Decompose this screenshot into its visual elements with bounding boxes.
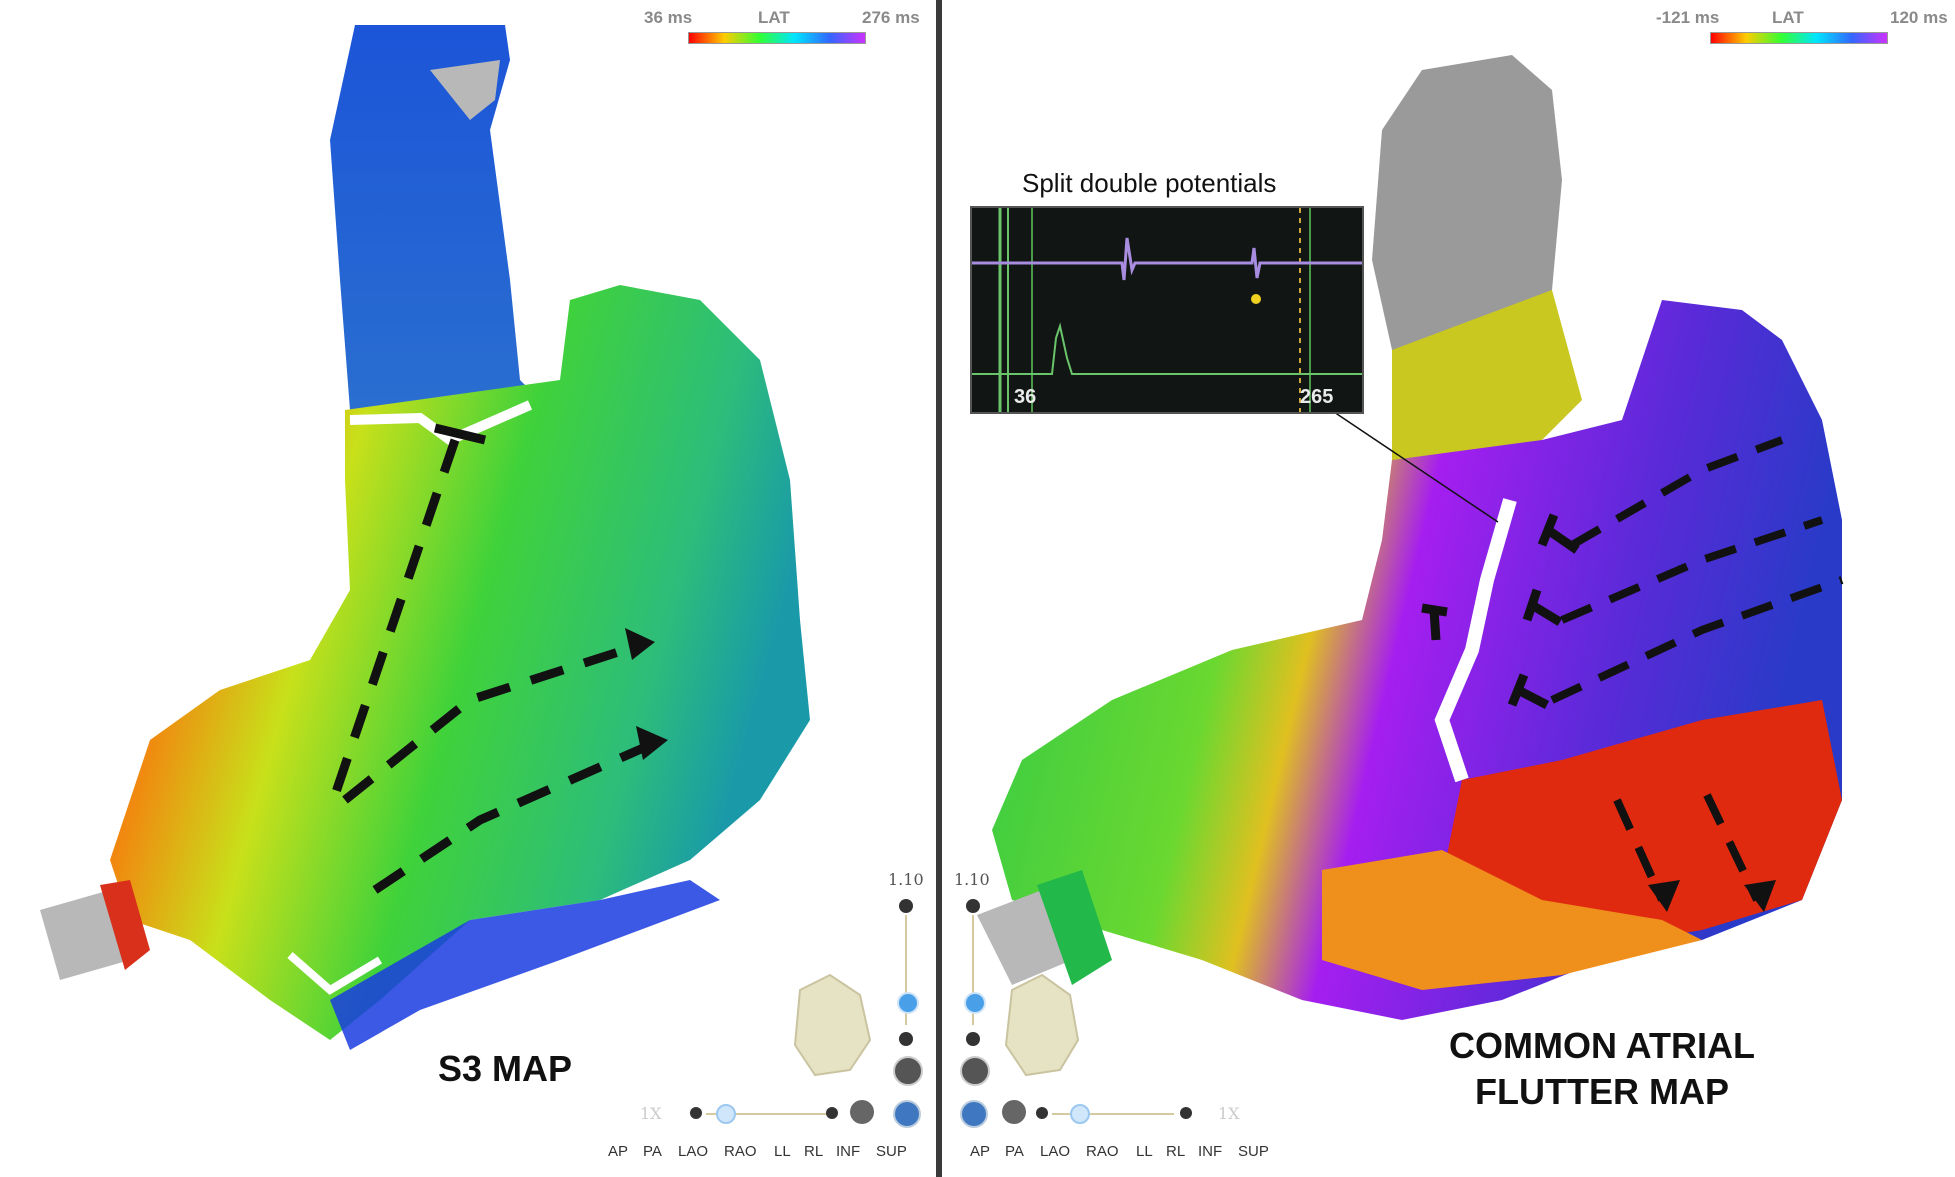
pan-slider-handle[interactable] [716,1104,736,1124]
left-map-panel: 36 ms LAT 276 ms S3 MAP 1.10 1X AP PA LA… [0,0,936,1177]
zoom-slider-track[interactable] [905,915,907,1025]
left-atrium-3d-map[interactable] [0,0,936,1177]
view-button-sup[interactable]: SUP [1238,1143,1269,1160]
lat-color-scale: -121 ms LAT 120 ms [1652,8,1952,48]
electrogram-traces [972,208,1362,412]
view-button-ap[interactable]: AP [970,1143,991,1160]
flutter-3d-map[interactable] [942,0,1955,1177]
view-button-lao[interactable]: LAO [678,1143,709,1160]
heart-orientation-icon [1004,973,1080,1077]
sphere-view-icon[interactable] [850,1100,874,1124]
scale-gradient-bar [1710,32,1888,44]
view-button-pa[interactable]: PA [643,1143,662,1160]
map-title-label: COMMON ATRIAL FLUTTER MAP [1442,1023,1762,1115]
view-button-sup[interactable]: SUP [876,1143,907,1160]
pan-minus-icon[interactable] [690,1107,702,1119]
zoom-in-icon[interactable] [899,899,913,913]
pan-slider-track[interactable] [1052,1113,1174,1115]
zoom-in-icon[interactable] [966,899,980,913]
zoom-level-label: 1.10 [888,870,924,889]
map-title-label: S3 MAP [437,1048,573,1089]
view-button-ll[interactable]: LL [774,1143,791,1160]
heart-orientation-icon [793,973,872,1077]
scale-min-label: -121 ms [1656,8,1720,27]
map-title-line1: COMMON ATRIAL [1449,1025,1755,1066]
right-map-panel: -121 ms LAT 120 ms Split double potentia… [942,0,1955,1177]
zoom-out-icon[interactable] [899,1032,913,1046]
rotate-down-icon[interactable] [960,1056,990,1086]
zoom-level-label: 1.10 [954,870,990,889]
electrogram-value-right: 265 [1300,386,1334,408]
zoom-slider-track[interactable] [972,915,974,1025]
pan-plus-icon[interactable] [1180,1107,1192,1119]
scale-title-label: LAT [1772,8,1804,27]
scale-max-label: 276 ms [862,8,920,27]
rotate-down-icon[interactable] [893,1056,923,1086]
scale-title-label: LAT [758,8,790,27]
view-button-rl[interactable]: RL [1166,1143,1186,1160]
electrogram-title: Split double potentials [1022,168,1277,198]
view-button-bar: AP PA LAO RAO LL RL INF SUP [608,1143,936,1167]
dimmed-zoom-label: 1X [1218,1104,1240,1123]
rotate-view-icon[interactable] [960,1100,988,1128]
scale-max-label: 120 ms [1890,8,1948,27]
view-button-ap[interactable]: AP [608,1143,629,1160]
view-button-pa[interactable]: PA [1005,1143,1024,1160]
sphere-view-icon[interactable] [1002,1100,1026,1124]
zoom-out-icon[interactable] [966,1032,980,1046]
scale-gradient-bar [688,32,866,44]
scale-min-label: 36 ms [644,8,693,27]
view-button-inf[interactable]: INF [1198,1143,1223,1160]
view-button-rao[interactable]: RAO [1086,1143,1119,1160]
pan-plus-icon[interactable] [826,1107,838,1119]
pan-slider-track[interactable] [706,1113,828,1115]
zoom-slider-handle[interactable] [897,992,919,1014]
view-button-lao[interactable]: LAO [1040,1143,1071,1160]
panel-divider [936,0,942,1177]
view-button-rl[interactable]: RL [804,1143,824,1160]
pan-slider-handle[interactable] [1070,1104,1090,1124]
map-title-line2: FLUTTER MAP [1475,1071,1729,1112]
dimmed-zoom-label: 1X [640,1104,662,1123]
view-button-inf[interactable]: INF [836,1143,861,1160]
view-button-ll[interactable]: LL [1136,1143,1153,1160]
pan-minus-icon[interactable] [1036,1107,1048,1119]
view-button-rao[interactable]: RAO [724,1143,757,1160]
lat-color-scale: 36 ms LAT 276 ms [640,8,930,48]
electrogram-value-left: 36 [1014,386,1037,408]
electrogram-panel: 36 265 [970,206,1364,414]
rotate-view-icon[interactable] [893,1100,921,1128]
view-button-bar: AP PA LAO RAO LL RL INF SUP [970,1143,1300,1167]
zoom-slider-handle[interactable] [964,992,986,1014]
